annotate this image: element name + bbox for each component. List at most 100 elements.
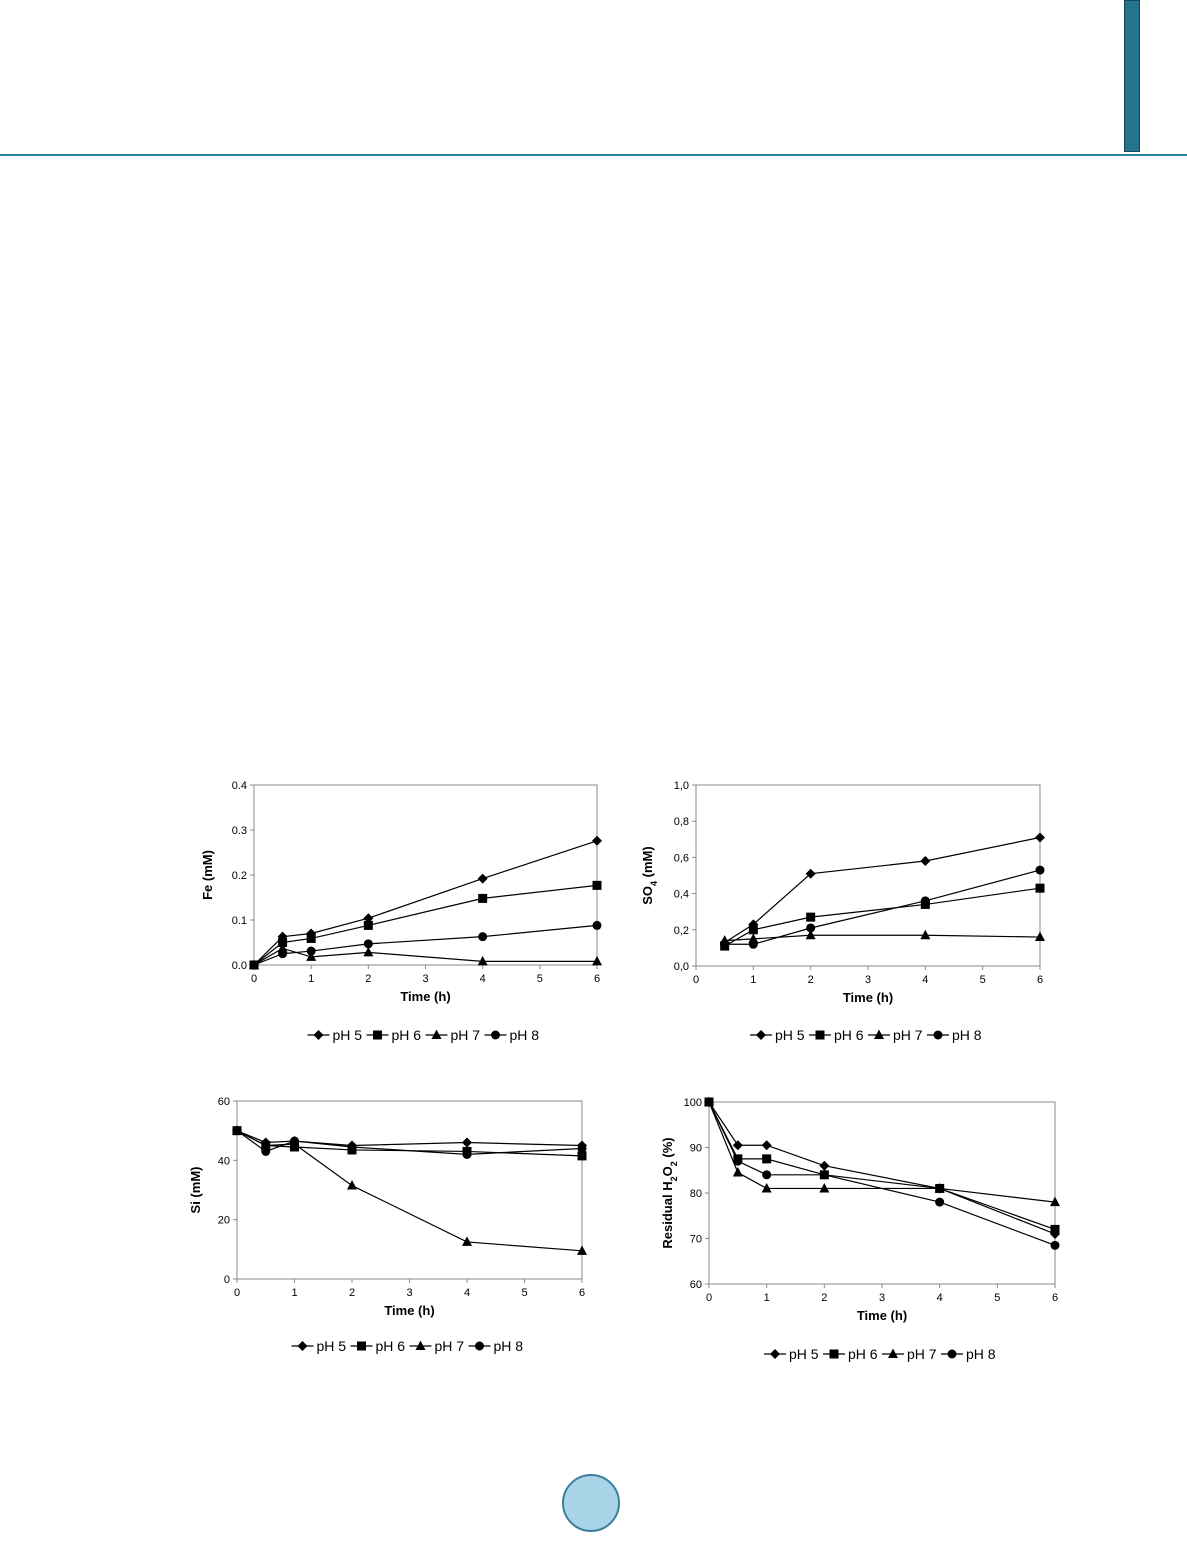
- data-point: [762, 1170, 772, 1180]
- data-point: [592, 955, 602, 966]
- legend-marker: [815, 1030, 825, 1040]
- y-tick-label: 0,2: [674, 925, 689, 937]
- series-ph-8: [720, 865, 1045, 949]
- x-axis-title: Time (h): [857, 1308, 907, 1323]
- y-tick-label: 0,8: [674, 816, 689, 828]
- y-tick-label: 40: [218, 1155, 230, 1167]
- series-ph-5: [249, 835, 602, 970]
- data-point: [761, 1182, 772, 1193]
- x-tick-label: 5: [537, 973, 543, 985]
- series-line: [253, 884, 598, 966]
- data-point: [462, 1149, 472, 1159]
- x-tick-label: 3: [422, 973, 428, 985]
- legend-label: pH 6: [392, 1027, 422, 1043]
- y-tick-label: 1,0: [674, 780, 689, 792]
- x-tick-label: 1: [764, 1292, 770, 1304]
- header-tab: [1124, 0, 1140, 152]
- y-tick-label: 60: [218, 1096, 230, 1108]
- plot-frame: [253, 784, 598, 966]
- x-tick-label: 3: [406, 1287, 412, 1299]
- x-axis-title: Time (h): [384, 1303, 434, 1318]
- data-point: [577, 1245, 587, 1255]
- legend-label: pH 7: [907, 1346, 937, 1362]
- data-point: [363, 920, 373, 930]
- data-point: [347, 1180, 357, 1190]
- y-tick-label: 20: [218, 1215, 230, 1227]
- data-point: [1050, 1228, 1060, 1239]
- legend-marker: [475, 1341, 484, 1351]
- data-point: [733, 1156, 743, 1166]
- series-line: [708, 1101, 1056, 1203]
- y-axis-title: SO4 (mM): [640, 846, 659, 904]
- page-number-circle: [562, 1474, 620, 1532]
- legend-label: pH 7: [451, 1027, 481, 1043]
- data-point: [306, 933, 316, 943]
- data-point: [819, 1170, 829, 1180]
- x-tick-label: 2: [821, 1292, 827, 1304]
- legend-label: pH 8: [952, 1027, 982, 1043]
- data-point: [592, 880, 602, 890]
- data-point: [363, 913, 374, 924]
- legend-marker: [357, 1341, 366, 1351]
- x-tick-label: 2: [349, 1287, 355, 1299]
- x-tick-label: 6: [594, 973, 600, 985]
- series-ph-7: [249, 942, 602, 969]
- legend-marker: [829, 1349, 839, 1359]
- data-point: [260, 1140, 271, 1150]
- data-point: [277, 931, 288, 942]
- legend-marker: [431, 1029, 442, 1039]
- data-point: [478, 932, 488, 942]
- plot-frame: [708, 1101, 1056, 1285]
- data-point: [477, 955, 488, 966]
- series-line: [253, 840, 598, 966]
- legend-label: pH 7: [435, 1338, 465, 1354]
- series-line: [253, 947, 597, 966]
- y-tick-label: 60: [690, 1279, 702, 1291]
- y-tick-label: 0.4: [232, 780, 247, 792]
- data-point: [819, 1160, 830, 1171]
- series-line: [253, 924, 598, 966]
- legend-marker: [297, 1341, 308, 1351]
- data-point: [278, 949, 288, 959]
- series-ph-6: [249, 880, 602, 970]
- legend-marker: [313, 1030, 324, 1040]
- data-point: [592, 920, 602, 930]
- series-ph-8: [232, 1126, 587, 1159]
- y-tick-label: 0,4: [674, 889, 689, 901]
- x-tick-label: 2: [365, 973, 371, 985]
- data-point: [592, 835, 602, 846]
- x-tick-label: 0: [251, 973, 257, 985]
- chart-so4: 0,0 0,2 0,4 0,6 0,8 1,0 0 1 2 3 4 5 6 Time (h) SO4 (mM…: [640, 780, 1045, 1043]
- x-tick-label: 0: [693, 974, 699, 986]
- legend-marker: [373, 1030, 382, 1040]
- data-point: [806, 912, 816, 922]
- data-point: [920, 896, 930, 906]
- y-tick-label: 70: [690, 1234, 702, 1246]
- legend-marker: [415, 1340, 426, 1350]
- series-line: [708, 1101, 1056, 1230]
- legend-marker: [756, 1030, 766, 1040]
- series-line: [724, 934, 1041, 942]
- data-point: [920, 856, 931, 867]
- series-ph-8: [249, 920, 602, 970]
- legend-label: pH 7: [893, 1027, 923, 1043]
- series-line: [708, 1101, 1056, 1246]
- y-tick-label: 0,0: [674, 961, 689, 973]
- x-tick-label: 5: [980, 974, 986, 986]
- x-axis-title: Time (h): [400, 989, 450, 1004]
- chart-fe: 0.0 0.1 0.2 0.3 0.4 0 1 2 3 4 5 6 Time (h) Fe (mM) pH …: [200, 780, 602, 1043]
- x-tick-label: 3: [879, 1292, 885, 1304]
- series-line: [724, 836, 1041, 943]
- data-point: [477, 873, 488, 884]
- data-point: [577, 1151, 587, 1161]
- data-point: [306, 946, 316, 956]
- legend-label: pH 6: [834, 1027, 864, 1043]
- x-tick-label: 6: [1037, 974, 1043, 986]
- y-axis-title: Residual H2O2 (%): [660, 1137, 679, 1248]
- data-point: [306, 951, 317, 961]
- header-rule: [0, 154, 1187, 156]
- y-tick-label: 0.0: [232, 960, 247, 972]
- plot-frame: [236, 1100, 583, 1280]
- x-tick-label: 2: [808, 974, 814, 986]
- data-point: [363, 939, 373, 949]
